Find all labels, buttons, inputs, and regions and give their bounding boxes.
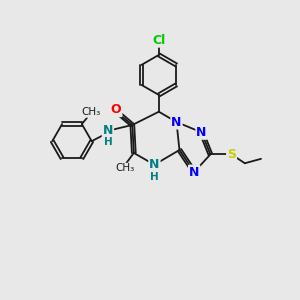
- Text: Cl: Cl: [152, 34, 166, 47]
- Text: H: H: [103, 137, 112, 147]
- Text: S: S: [227, 148, 236, 161]
- Text: N: N: [103, 124, 113, 137]
- Text: CH₃: CH₃: [115, 163, 135, 173]
- Text: O: O: [111, 103, 122, 116]
- Text: N: N: [196, 126, 207, 139]
- Text: N: N: [171, 116, 182, 128]
- Text: CH₃: CH₃: [81, 107, 100, 117]
- Text: N: N: [189, 166, 200, 178]
- Text: N: N: [149, 158, 160, 171]
- Text: H: H: [150, 172, 159, 182]
